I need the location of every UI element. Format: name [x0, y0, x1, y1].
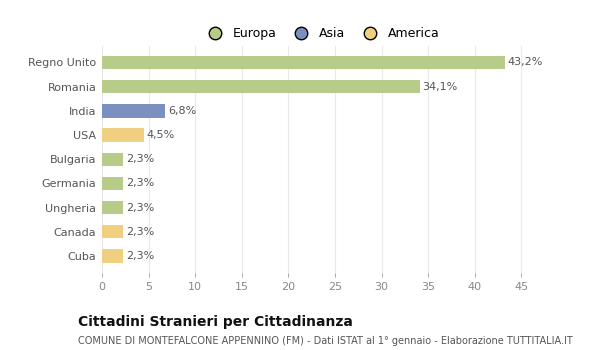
Bar: [102, 80, 420, 93]
Text: COMUNE DI MONTEFALCONE APPENNINO (FM) - Dati ISTAT al 1° gennaio - Elaborazione : COMUNE DI MONTEFALCONE APPENNINO (FM) - …: [78, 336, 573, 346]
Text: Cittadini Stranieri per Cittadinanza: Cittadini Stranieri per Cittadinanza: [78, 315, 353, 329]
Bar: [102, 177, 124, 190]
Text: 2,3%: 2,3%: [126, 227, 154, 237]
Text: 4,5%: 4,5%: [147, 130, 175, 140]
Bar: [102, 249, 124, 262]
Bar: [102, 225, 124, 238]
Bar: [102, 128, 144, 142]
Bar: [102, 56, 505, 69]
Text: 2,3%: 2,3%: [126, 203, 154, 213]
Text: 34,1%: 34,1%: [422, 82, 458, 92]
Text: 43,2%: 43,2%: [508, 57, 543, 68]
Bar: [102, 201, 124, 214]
Text: 2,3%: 2,3%: [126, 154, 154, 164]
Bar: [102, 104, 166, 118]
Text: 6,8%: 6,8%: [168, 106, 196, 116]
Text: 2,3%: 2,3%: [126, 251, 154, 261]
Legend: Europa, Asia, America: Europa, Asia, America: [197, 22, 445, 45]
Bar: [102, 153, 124, 166]
Text: 2,3%: 2,3%: [126, 178, 154, 188]
